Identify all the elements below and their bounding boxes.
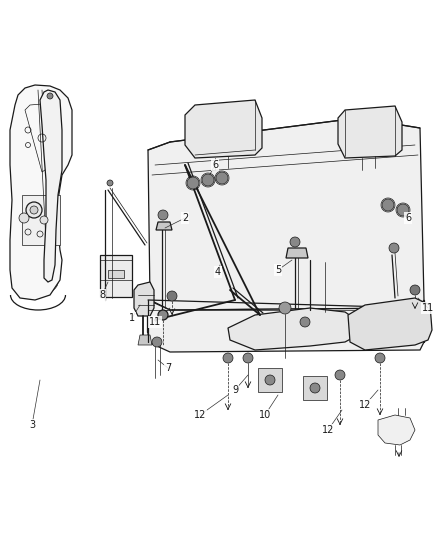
Circle shape — [202, 174, 214, 186]
Circle shape — [279, 302, 291, 314]
Text: 1: 1 — [129, 313, 135, 323]
Text: 5: 5 — [275, 265, 281, 275]
Bar — [258, 368, 282, 392]
Circle shape — [216, 172, 228, 184]
Circle shape — [30, 206, 38, 214]
Circle shape — [389, 243, 399, 253]
Text: 6: 6 — [212, 160, 218, 170]
Circle shape — [152, 337, 162, 347]
Polygon shape — [185, 100, 262, 158]
Circle shape — [265, 375, 275, 385]
Circle shape — [158, 210, 168, 220]
Polygon shape — [308, 325, 342, 335]
Circle shape — [47, 93, 53, 99]
Polygon shape — [138, 335, 152, 345]
Polygon shape — [40, 90, 62, 282]
Text: 11: 11 — [149, 317, 161, 327]
Circle shape — [40, 216, 48, 224]
Text: 8: 8 — [99, 290, 105, 300]
Text: 12: 12 — [359, 400, 371, 410]
Text: 9: 9 — [232, 385, 238, 395]
Circle shape — [335, 370, 345, 380]
Circle shape — [410, 285, 420, 295]
Text: 4: 4 — [215, 267, 221, 277]
Polygon shape — [108, 270, 124, 278]
Text: 3: 3 — [29, 420, 35, 430]
Circle shape — [243, 353, 253, 363]
Circle shape — [19, 213, 29, 223]
Bar — [22, 195, 60, 245]
Polygon shape — [156, 222, 172, 230]
Polygon shape — [228, 308, 360, 350]
Bar — [303, 376, 327, 400]
Text: 7: 7 — [165, 363, 171, 373]
Text: 12: 12 — [194, 410, 206, 420]
Circle shape — [375, 353, 385, 363]
Circle shape — [382, 199, 394, 211]
Polygon shape — [148, 118, 424, 310]
Bar — [100, 255, 132, 297]
Polygon shape — [348, 298, 432, 350]
Polygon shape — [148, 300, 424, 352]
Polygon shape — [378, 415, 415, 445]
Circle shape — [158, 310, 168, 320]
Text: 10: 10 — [259, 410, 271, 420]
Text: 2: 2 — [182, 213, 188, 223]
Polygon shape — [10, 85, 72, 300]
Polygon shape — [134, 282, 154, 316]
Circle shape — [290, 237, 300, 247]
Text: 12: 12 — [322, 425, 334, 435]
Polygon shape — [286, 248, 308, 258]
Circle shape — [223, 353, 233, 363]
Text: 6: 6 — [405, 213, 411, 223]
Polygon shape — [338, 106, 402, 158]
Text: 11: 11 — [422, 303, 434, 313]
Circle shape — [107, 180, 113, 186]
Circle shape — [397, 204, 409, 216]
Circle shape — [167, 291, 177, 301]
Circle shape — [26, 202, 42, 218]
Circle shape — [310, 383, 320, 393]
Circle shape — [300, 317, 310, 327]
Circle shape — [187, 177, 199, 189]
